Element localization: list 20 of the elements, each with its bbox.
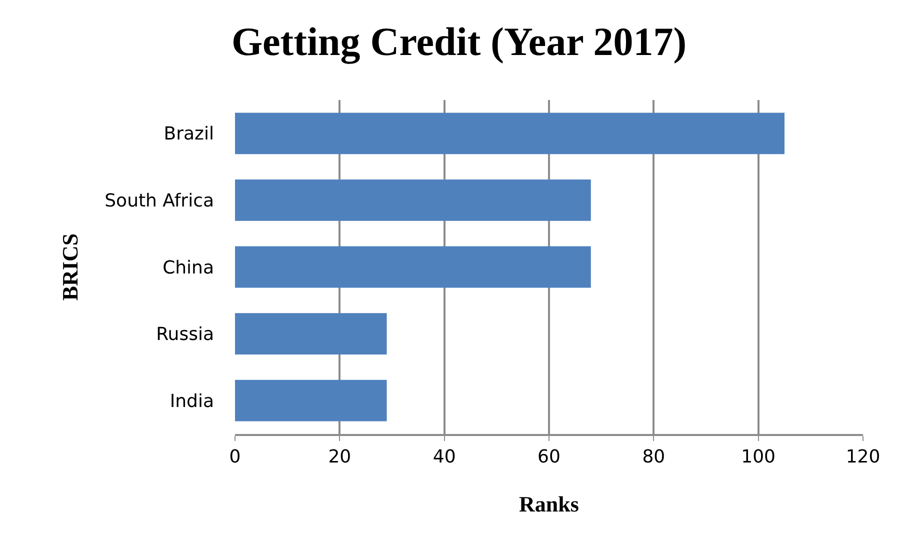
bar bbox=[235, 380, 387, 422]
y-axis-title: BRICS bbox=[57, 233, 82, 301]
bar bbox=[235, 112, 784, 154]
chart-title: Getting Credit (Year 2017) bbox=[231, 19, 687, 64]
y-tick-label: China bbox=[162, 257, 214, 278]
bar bbox=[235, 313, 387, 355]
x-tick-label: 100 bbox=[741, 446, 776, 468]
y-tick-label: Brazil bbox=[164, 124, 214, 145]
bar bbox=[235, 246, 591, 288]
y-tick-label: Russia bbox=[156, 324, 214, 346]
bar bbox=[235, 179, 591, 221]
x-tick-label: 80 bbox=[642, 446, 666, 468]
y-tick-label: South Africa bbox=[104, 190, 214, 212]
x-tick-label: 60 bbox=[538, 446, 560, 468]
x-axis-title: Ranks bbox=[519, 492, 580, 517]
x-tick-label: 0 bbox=[229, 446, 241, 468]
x-tick-label: 120 bbox=[846, 446, 880, 468]
y-tick-label: India bbox=[170, 390, 214, 412]
x-tick-label: 40 bbox=[432, 446, 456, 468]
x-tick-label: 20 bbox=[328, 446, 352, 468]
